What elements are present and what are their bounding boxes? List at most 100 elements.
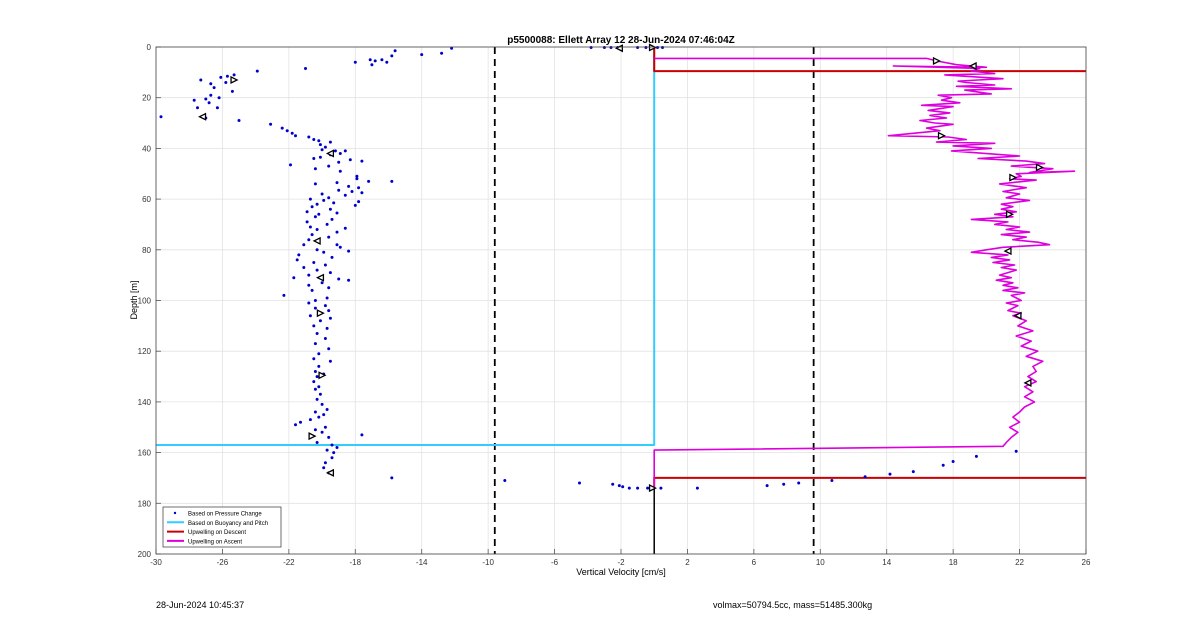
- data-point: [646, 486, 650, 490]
- data-point: [360, 159, 364, 163]
- x-tick-label: -22: [283, 558, 295, 567]
- data-point: [335, 211, 339, 215]
- data-point: [310, 288, 314, 292]
- triangle-marker: [648, 43, 658, 52]
- triangle-marker: [198, 112, 207, 121]
- data-point: [335, 181, 339, 185]
- data-point: [343, 226, 347, 230]
- data-point: [328, 207, 332, 211]
- x-axis-label: Vertical Velocity [cm/s]: [576, 567, 666, 577]
- data-point: [294, 134, 297, 138]
- data-point: [318, 155, 322, 159]
- data-point: [325, 408, 329, 411]
- data-point: [863, 475, 867, 479]
- data-point: [304, 67, 307, 70]
- chart-title: p5500088: Ellett Array 12 28-Jun-2024 07…: [507, 35, 735, 46]
- data-point: [313, 182, 317, 186]
- data-point: [330, 217, 334, 221]
- data-point: [325, 448, 329, 452]
- data-point: [315, 202, 319, 206]
- triangle-marker: [230, 75, 239, 85]
- data-point: [192, 98, 196, 102]
- data-point: [269, 122, 273, 126]
- data-point: [888, 472, 892, 476]
- data-point: [312, 324, 316, 328]
- data-point: [360, 433, 364, 437]
- data-point: [327, 286, 331, 290]
- data-point: [355, 177, 359, 181]
- x-tick-label: 14: [882, 558, 891, 567]
- triangle-marker: [325, 149, 335, 158]
- data-point: [219, 75, 223, 79]
- data-point: [302, 266, 306, 269]
- data-point: [578, 481, 581, 485]
- data-point: [310, 233, 314, 237]
- y-tick-label: 60: [142, 195, 151, 204]
- data-point: [941, 463, 945, 467]
- data-point: [315, 441, 319, 444]
- data-point: [659, 486, 663, 490]
- data-point: [307, 301, 311, 305]
- x-tick-label: -6: [551, 558, 559, 567]
- data-point: [338, 169, 342, 173]
- data-point: [196, 106, 199, 110]
- legend-label: Based on Pressure Change: [188, 512, 262, 518]
- triangle-marker: [648, 484, 658, 493]
- triangle-marker: [312, 236, 321, 245]
- data-point: [294, 423, 297, 427]
- data-point: [611, 482, 615, 486]
- data-point: [313, 215, 317, 219]
- data-point: [310, 205, 314, 209]
- data-point: [317, 415, 321, 419]
- data-point: [209, 82, 213, 86]
- data-point: [609, 46, 613, 49]
- data-point: [380, 58, 384, 62]
- data-point: [368, 58, 372, 62]
- data-point: [317, 385, 321, 389]
- data-point: [328, 271, 332, 275]
- data-point: [312, 380, 316, 384]
- data-point: [317, 364, 321, 368]
- data-point: [292, 276, 296, 280]
- data-point: [313, 299, 317, 302]
- data-point: [297, 253, 301, 257]
- data-point: [385, 60, 389, 64]
- x-tick-label: -30: [150, 558, 162, 567]
- data-point: [782, 482, 786, 486]
- data-point: [325, 326, 329, 330]
- data-point: [318, 319, 322, 323]
- data-point: [338, 245, 342, 249]
- data-point: [360, 191, 364, 195]
- data-point: [280, 126, 284, 130]
- data-point: [209, 93, 213, 97]
- data-point: [237, 119, 241, 122]
- data-point: [602, 46, 606, 49]
- data-point: [217, 96, 221, 100]
- data-point: [350, 190, 354, 193]
- triangle-marker: [316, 309, 325, 318]
- data-point: [335, 446, 339, 449]
- triangle-marker: [308, 432, 317, 441]
- data-point: [830, 479, 834, 482]
- data-point: [295, 258, 299, 262]
- data-point: [337, 188, 341, 192]
- data-point: [323, 304, 327, 308]
- data-point: [255, 69, 259, 73]
- data-point: [307, 135, 311, 139]
- data-point: [327, 164, 331, 168]
- data-point: [312, 261, 316, 264]
- data-point: [338, 152, 342, 155]
- data-point: [355, 174, 359, 178]
- data-point: [323, 337, 327, 340]
- data-point: [327, 235, 331, 239]
- data-point: [315, 228, 319, 231]
- data-point: [307, 283, 311, 287]
- data-point: [312, 138, 316, 141]
- data-point: [337, 160, 341, 164]
- triangle-marker: [325, 468, 335, 477]
- data-point: [420, 53, 424, 57]
- axes: -30 -26 -22 -18 -14 -10 -6 -2 2 6 10 14 18 22 26020406…: [138, 43, 1091, 567]
- data-point: [328, 140, 332, 144]
- data-point: [308, 197, 312, 201]
- data-point: [315, 268, 319, 272]
